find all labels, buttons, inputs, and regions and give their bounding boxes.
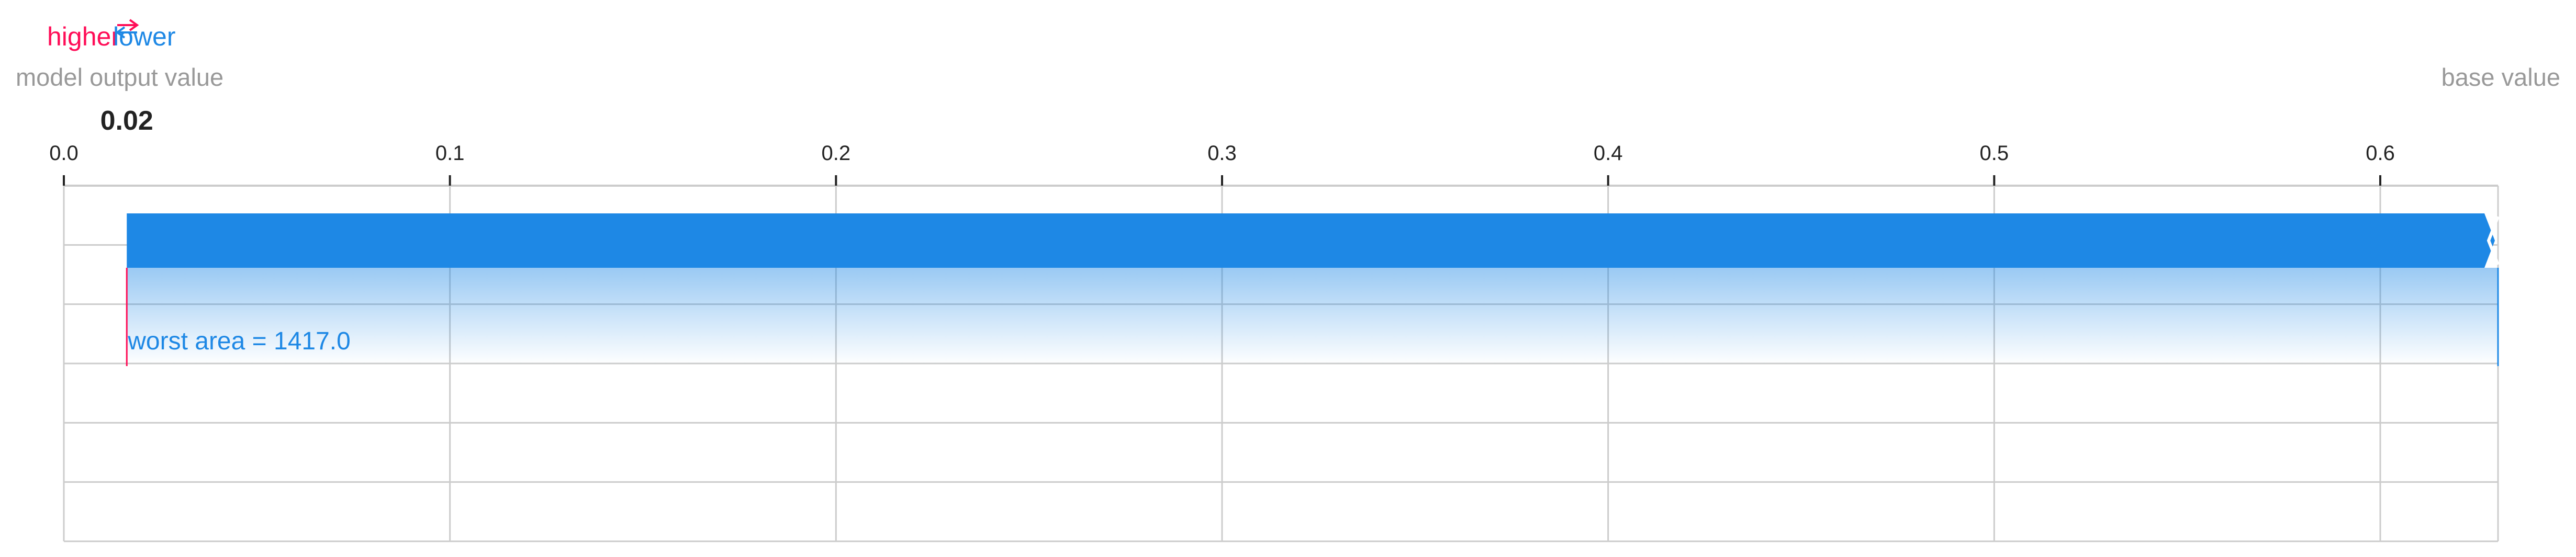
tick-label: 0.2 <box>822 142 851 165</box>
legend-higher: higher <box>47 22 120 51</box>
feature-bar <box>127 213 2495 268</box>
legend-arrows-icon <box>115 19 139 39</box>
feature-bars: worst area = 1417.0 <box>126 213 2500 366</box>
bar-chevron <box>2487 215 2500 266</box>
tick-label: 0.4 <box>1594 142 1623 165</box>
feature-label: worst area = 1417.0 <box>127 327 351 355</box>
tick-label: 0.0 <box>49 142 79 165</box>
tick-label: 0.6 <box>2366 142 2395 165</box>
tick-label: 0.5 <box>1980 142 2009 165</box>
tick-label: 0.3 <box>1207 142 1237 165</box>
tick-label: 0.1 <box>435 142 465 165</box>
output-value: 0.02 <box>100 106 153 136</box>
x-axis: 0.0 0.1 0.2 0.3 0.4 0.5 0.6 <box>49 142 2498 187</box>
model-output-caption: model output value <box>16 63 223 91</box>
base-value-caption: base value <box>2441 63 2560 91</box>
feature-fade <box>127 268 2499 365</box>
